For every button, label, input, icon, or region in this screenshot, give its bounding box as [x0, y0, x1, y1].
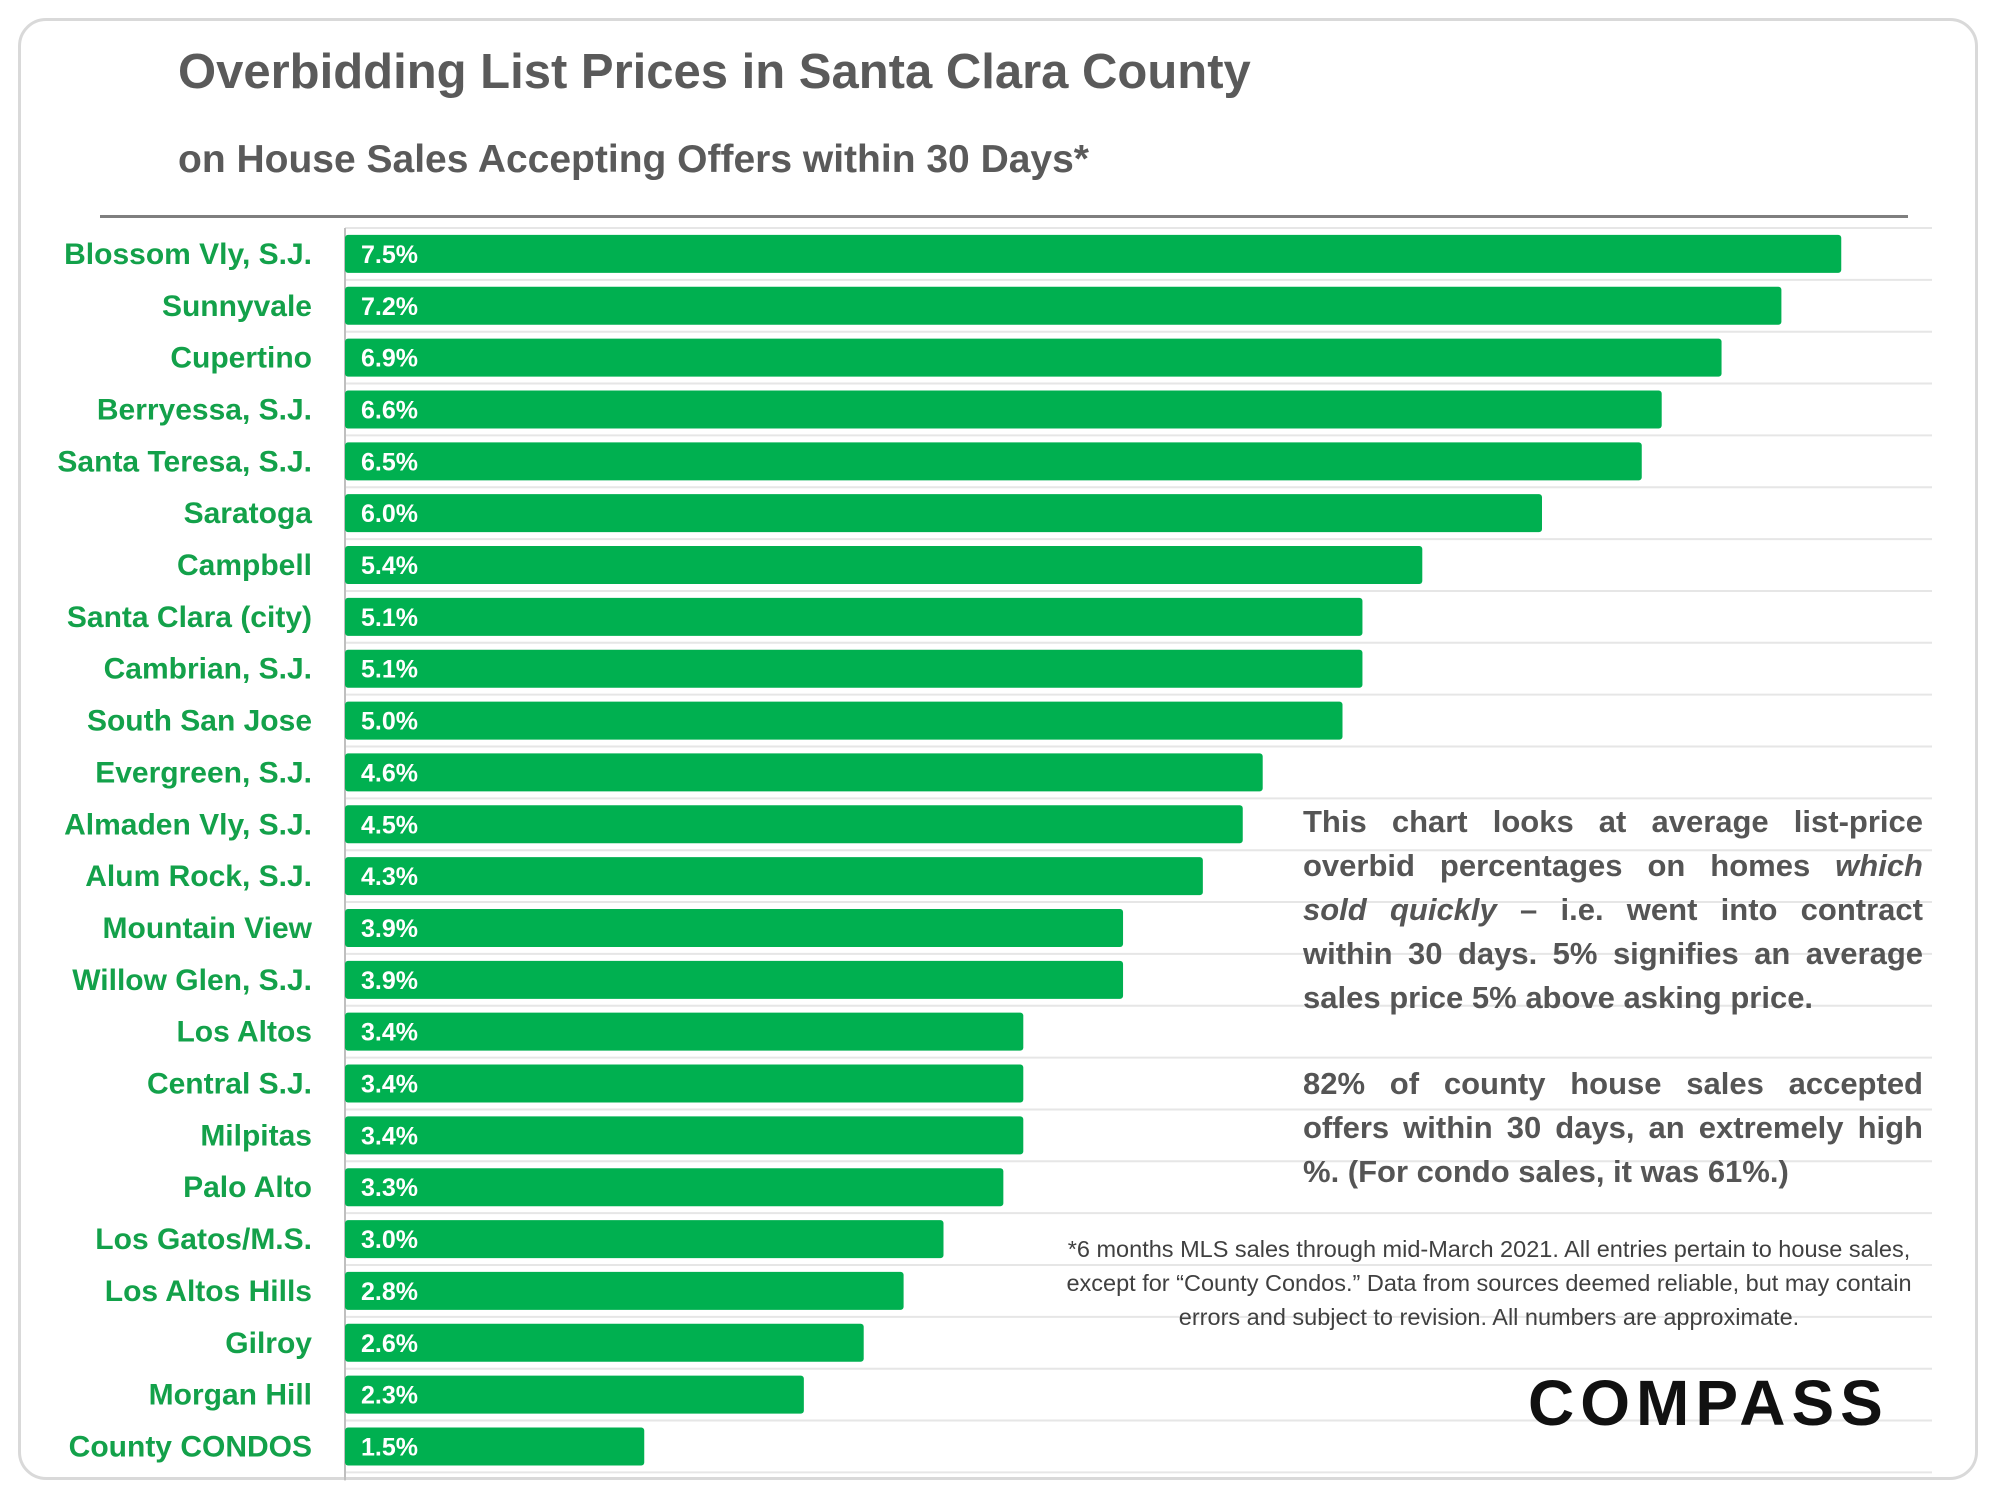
footnote: *6 months MLS sales through mid-March 20… [1066, 1236, 1912, 1330]
category-label: Los Altos Hills [105, 1275, 312, 1308]
bar-value-label: 5.1% [361, 656, 418, 684]
explanation-paragraph-2: 82% of county house sales accepted offer… [1303, 1066, 1923, 1189]
bar-value-label: 2.3% [361, 1382, 418, 1410]
bar-value-label: 3.4% [361, 1071, 418, 1099]
bar-value-label: 6.0% [361, 500, 418, 528]
bar-value-label: 2.6% [361, 1330, 418, 1358]
bar [345, 805, 1243, 844]
bar-value-label: 5.4% [361, 552, 418, 580]
bar-value-label: 4.6% [361, 759, 418, 787]
bar-value-label: 3.3% [361, 1174, 418, 1202]
bar-value-label: 3.4% [361, 1019, 418, 1047]
category-label: Milpitas [200, 1119, 312, 1152]
bar [345, 1168, 1004, 1207]
category-label: Palo Alto [183, 1171, 312, 1204]
bar [345, 1427, 645, 1466]
bar [345, 1012, 1024, 1051]
category-label: Evergreen, S.J. [95, 756, 312, 789]
bar [345, 649, 1363, 688]
category-label: Almaden Vly, S.J. [64, 808, 312, 841]
category-label: Saratoga [184, 497, 313, 530]
bar [345, 1323, 864, 1362]
category-label: Berryessa, S.J. [97, 393, 312, 426]
category-label: Mountain View [103, 912, 313, 945]
bar [345, 753, 1263, 792]
bar [345, 597, 1363, 636]
bar [345, 1271, 904, 1310]
category-label: County CONDOS [69, 1430, 312, 1463]
bar [345, 960, 1124, 999]
category-label: Cambrian, S.J. [104, 653, 312, 686]
category-label: Alum Rock, S.J. [85, 860, 312, 893]
bar-value-label: 4.3% [361, 863, 418, 891]
category-label: Santa Teresa, S.J. [57, 445, 312, 478]
bar-value-label: 5.1% [361, 604, 418, 632]
category-label: Campbell [177, 549, 312, 582]
chart-title: Overbidding List Prices in Santa Clara C… [178, 45, 1251, 99]
category-label: Santa Clara (city) [67, 601, 312, 634]
bar-value-label: 3.0% [361, 1226, 418, 1254]
chart-explanation: This chart looks at average list-price o… [1303, 800, 1923, 1236]
bar [345, 1375, 804, 1414]
chart-subtitle: on House Sales Accepting Offers within 3… [178, 138, 1089, 181]
bar-value-label: 3.9% [361, 967, 418, 995]
category-label: Cupertino [170, 342, 312, 375]
bar [345, 286, 1782, 325]
category-label: Central S.J. [147, 1068, 312, 1101]
bar-value-label: 3.9% [361, 915, 418, 943]
bar [345, 857, 1203, 896]
category-label: Gilroy [225, 1327, 312, 1360]
category-label: Los Gatos/M.S. [95, 1223, 312, 1256]
compass-logo: COMPASS [1528, 1367, 1889, 1439]
category-label: Sunnyvale [162, 290, 312, 323]
bar [345, 546, 1423, 585]
bar-value-label: 2.8% [361, 1278, 418, 1306]
bar [345, 701, 1343, 740]
bar [345, 1116, 1024, 1155]
bar [345, 1220, 944, 1259]
bar-value-label: 6.5% [361, 448, 418, 476]
category-label: South San Jose [87, 705, 312, 738]
bar [345, 390, 1662, 429]
bar-value-label: 3.4% [361, 1122, 418, 1150]
category-label: Los Altos [176, 1016, 312, 1049]
category-label: Willow Glen, S.J. [72, 964, 312, 997]
bar-value-label: 7.5% [361, 241, 418, 269]
bar-value-label: 4.5% [361, 811, 418, 839]
category-label: Morgan Hill [149, 1379, 312, 1412]
category-label: Blossom Vly, S.J. [64, 238, 312, 271]
bar-value-label: 6.6% [361, 396, 418, 424]
title-divider [100, 215, 1908, 218]
bar-value-label: 7.2% [361, 293, 418, 321]
bar [345, 338, 1722, 377]
explanation-paragraph-1: This chart looks at average list-price o… [1303, 804, 1923, 1015]
bar [345, 442, 1642, 481]
bar-value-label: 1.5% [361, 1433, 418, 1461]
bar-value-label: 6.9% [361, 345, 418, 373]
bar [345, 908, 1124, 947]
bar [345, 494, 1542, 533]
bar [345, 234, 1842, 273]
bar-value-label: 5.0% [361, 708, 418, 736]
bar [345, 1064, 1024, 1103]
